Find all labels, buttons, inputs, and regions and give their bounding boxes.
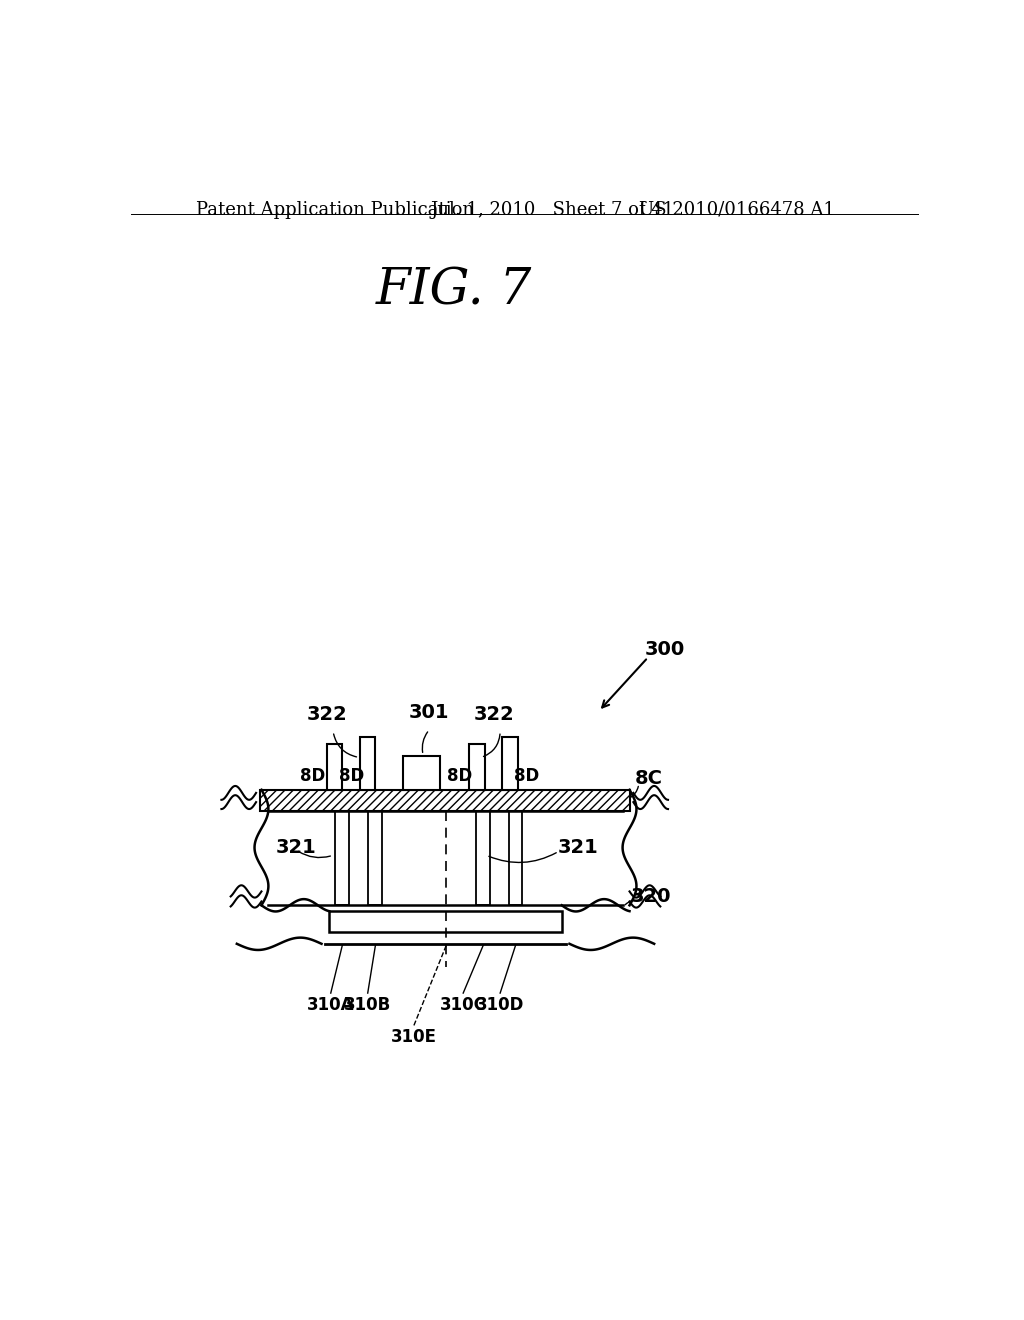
Text: 8C: 8C	[635, 768, 663, 788]
Bar	[509, 812, 522, 906]
Text: 322: 322	[306, 705, 347, 725]
Text: FIG. 7: FIG. 7	[376, 267, 532, 315]
Text: 320: 320	[631, 887, 672, 906]
Bar	[330, 911, 562, 932]
Text: 8D: 8D	[514, 767, 540, 785]
Text: 8D: 8D	[300, 767, 326, 785]
Text: 300: 300	[645, 640, 685, 659]
Bar	[360, 738, 376, 789]
Text: 301: 301	[409, 704, 450, 722]
Text: 321: 321	[558, 838, 599, 857]
Bar	[327, 743, 342, 789]
Text: US 2010/0166478 A1: US 2010/0166478 A1	[639, 201, 835, 219]
Bar	[260, 789, 630, 812]
Text: 310B: 310B	[344, 997, 391, 1014]
Text: 8D: 8D	[447, 767, 473, 785]
Text: 8D: 8D	[339, 767, 365, 785]
Bar	[476, 812, 490, 906]
Bar	[469, 743, 484, 789]
Text: 310D: 310D	[476, 997, 524, 1014]
Bar	[336, 812, 349, 906]
Bar	[369, 812, 382, 906]
Bar	[503, 738, 518, 789]
Text: 322: 322	[474, 705, 514, 725]
Text: 310A: 310A	[307, 997, 354, 1014]
Text: 321: 321	[275, 838, 316, 857]
Text: 310C: 310C	[439, 997, 486, 1014]
Text: 310E: 310E	[391, 1028, 437, 1047]
Bar	[403, 756, 440, 789]
Text: Jul. 1, 2010   Sheet 7 of 41: Jul. 1, 2010 Sheet 7 of 41	[431, 201, 675, 219]
Text: Patent Application Publication: Patent Application Publication	[196, 201, 474, 219]
